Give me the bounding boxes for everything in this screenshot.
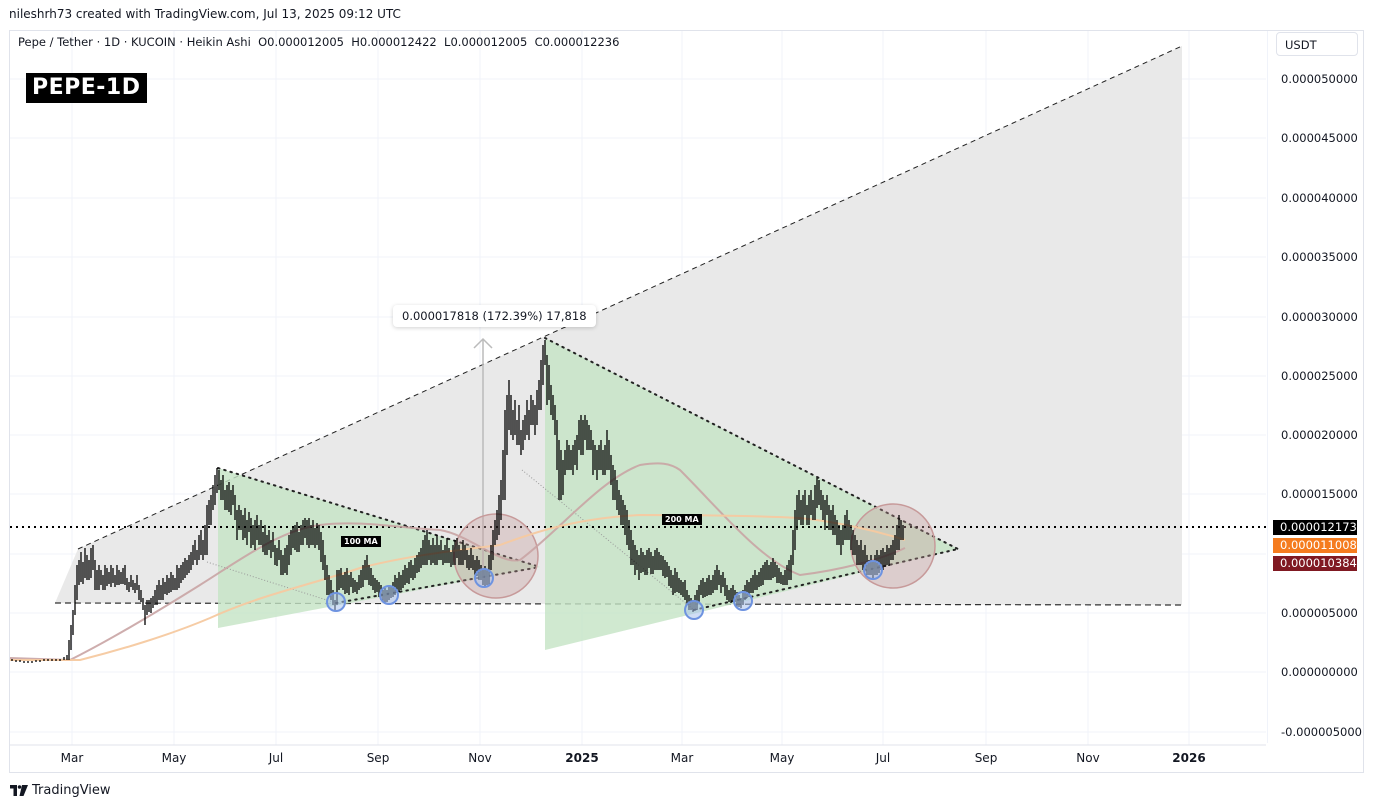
tradingview-brand[interactable]: TradingView — [10, 783, 111, 798]
x-tick: Mar — [60, 751, 84, 765]
y-tick: 0.000025000 — [1281, 369, 1358, 383]
symbol-legend: Pepe / Tether · 1D · KUCOIN · Heikin Ash… — [18, 35, 620, 49]
y-tick: 0.000045000 — [1281, 131, 1358, 145]
tradingview-logo-icon — [10, 785, 28, 796]
x-tick: May — [161, 751, 187, 765]
channel-resistance-line — [77, 45, 1183, 550]
y-tick: -0.000005000 — [1281, 725, 1362, 739]
y-tick: 0.000005000 — [1281, 606, 1358, 620]
x-tick: Sep — [974, 751, 998, 765]
tradingview-wordmark: TradingView — [32, 783, 111, 798]
y-tick: 0.000050000 — [1281, 72, 1358, 86]
y-tick: 0.000015000 — [1281, 487, 1358, 501]
ma100-price-label: 0.000010384 — [1273, 556, 1357, 571]
x-tick: Mar — [670, 751, 694, 765]
price-axis-separator — [1267, 31, 1268, 743]
ascending-channel-fill — [55, 46, 1182, 605]
ma200-label: 200 MA — [662, 514, 702, 525]
currency-selector[interactable]: USDT — [1276, 32, 1358, 56]
x-tick: Nov — [1076, 751, 1100, 765]
x-tick: Sep — [366, 751, 390, 765]
last-price-label: 0.000012173 — [1273, 520, 1357, 535]
y-tick: 0.000030000 — [1281, 310, 1358, 324]
symbol-badge: PEPE-1D — [26, 73, 147, 103]
triangle-1-fill — [218, 468, 540, 628]
ma200-price-label: 0.000011008 — [1273, 538, 1357, 553]
x-tick-year: 2025 — [565, 751, 599, 765]
x-tick: Jul — [875, 751, 891, 765]
y-tick: 0.000040000 — [1281, 191, 1358, 205]
chart-credit: nileshrh73 created with TradingView.com,… — [9, 7, 401, 21]
chart-frame — [9, 30, 1364, 773]
x-tick-year: 2026 — [1172, 751, 1206, 765]
y-tick: 0.000000000 — [1281, 665, 1358, 679]
triangle-2-fill — [545, 338, 958, 650]
y-tick: 0.000035000 — [1281, 250, 1358, 264]
measure-tooltip: 0.000017818 (172.39%) 17,818 — [393, 305, 596, 327]
x-tick: Jul — [268, 751, 284, 765]
x-tick: May — [769, 751, 795, 765]
y-tick: 0.000020000 — [1281, 428, 1358, 442]
ma100-line — [9, 462, 906, 662]
ma100-label: 100 MA — [341, 536, 381, 547]
support-touch-markers — [326, 560, 883, 620]
x-tick: Nov — [468, 751, 492, 765]
